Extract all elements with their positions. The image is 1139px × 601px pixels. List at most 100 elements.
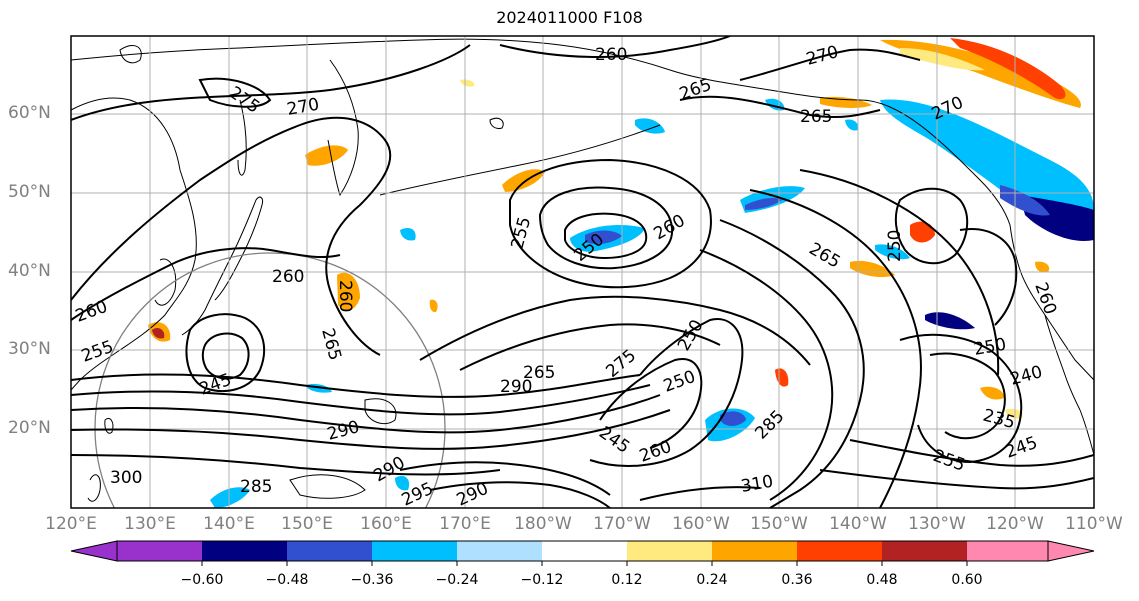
contour-south-2: [429, 481, 611, 508]
contour-cutoff-japan-inner: [201, 332, 250, 380]
colorbar-segment: [457, 541, 542, 561]
colorbar-tick-label: −0.36: [350, 572, 394, 588]
colorbar-tick-label: −0.48: [265, 572, 309, 588]
colorbar-extend-low: [70, 540, 118, 562]
colorbar-segment: [287, 541, 372, 561]
contour-south-3: [639, 486, 761, 501]
lon-label: 170°E: [439, 514, 491, 534]
lon-label: 150°W: [750, 514, 808, 534]
colorbar: [70, 540, 1095, 566]
contour-south-1: [399, 461, 611, 496]
map-panel: 260 270 275 270 265 265 255 250 260 260 …: [71, 36, 1094, 508]
shade-darkred-sw-japan: [152, 327, 165, 339]
contour-east-6: [929, 352, 1006, 440]
lon-label: 170°W: [593, 514, 651, 534]
contour-jet-2: [71, 384, 651, 416]
lat-label: 40°N: [8, 261, 51, 281]
lat-label: 30°N: [8, 339, 51, 359]
colorbar-segment: [627, 541, 712, 561]
coast-mexico: [1079, 409, 1094, 456]
contour-label: 260: [335, 280, 355, 312]
colorbar-segment: [202, 541, 287, 561]
lon-label: 160°W: [672, 514, 730, 534]
coast-sakhalin: [237, 99, 247, 176]
shade-orange-mid: [775, 368, 789, 387]
colorbar-tick-label: 0.36: [781, 572, 813, 588]
lon-label: 150°E: [281, 514, 333, 534]
lat-label: 20°N: [8, 418, 51, 438]
colorbar-segment: [967, 541, 1048, 561]
contour-265-alaska: [679, 95, 881, 119]
contour-jet-3: [71, 394, 661, 434]
contour-label: 250: [885, 230, 905, 262]
coast-alaska: [669, 69, 1011, 226]
contour-trough-1: [589, 318, 744, 467]
contour-east-2: [699, 249, 834, 501]
colorbar-tick-label: 0.12: [611, 572, 643, 588]
contour-jet-1: [71, 373, 641, 398]
coast-taiwan: [104, 417, 114, 434]
coast-baja: [1044, 314, 1081, 411]
shade-blue-south-west: [210, 487, 250, 508]
lon-label: 140°E: [203, 514, 255, 534]
shade-medblue-south: [720, 411, 746, 426]
shade-blue-small-1: [400, 228, 416, 241]
shade-orange-gulf: [820, 96, 872, 108]
coast-kamchatka: [327, 59, 359, 197]
contour-west-coast-low: [894, 187, 969, 265]
colorbar-tick-label: −0.24: [435, 572, 479, 588]
lon-label: 120°W: [986, 514, 1044, 534]
contour-260-japan: [71, 247, 341, 321]
colorbar-segment: [882, 541, 967, 561]
contour-label: 260: [595, 45, 627, 65]
lat-label: 50°N: [8, 182, 51, 202]
shade-orange-small-2: [429, 299, 438, 313]
coast-korea: [154, 258, 177, 306]
contour-east-7: [849, 439, 1094, 467]
contour-label: 285: [240, 477, 272, 497]
contour-east-1: [719, 219, 865, 508]
shade-orange-kamchatka: [305, 145, 348, 166]
contour-ne-pacific: [959, 228, 1018, 326]
lon-label: 130°E: [124, 514, 176, 534]
colorbar-segment: [117, 541, 202, 561]
contour-low-outer: [509, 158, 712, 289]
colorbar-segment: [372, 541, 457, 561]
colorbar-segment: [797, 541, 882, 561]
shade-blue-bering: [635, 118, 665, 134]
contour-260-north: [499, 36, 731, 58]
contour-cutoff-japan: [185, 313, 266, 392]
contour-270-north: [71, 44, 471, 121]
shade-orange-japan-east: [337, 272, 360, 311]
contour-label: 260: [272, 267, 304, 287]
contour-jet-4: [71, 409, 671, 450]
shade-blue-offshore: [875, 244, 910, 260]
lon-label: 110°W: [1065, 514, 1123, 534]
lon-label: 160°E: [360, 514, 412, 534]
coast-philippines: [87, 474, 101, 502]
contour-label: 265: [800, 107, 832, 127]
colorbar-segment: [542, 541, 627, 561]
colorbar-tick-label: 0.60: [951, 572, 983, 588]
colorbar-tick-label: 0.48: [866, 572, 898, 588]
colorbar-frame: [116, 540, 1049, 562]
shade-yellow-alaska: [900, 48, 985, 71]
shade-blue-small-5: [845, 119, 859, 131]
colorbar-tick-label: −0.60: [180, 572, 224, 588]
contour-label: 265: [523, 363, 555, 383]
lon-label: 180°W: [514, 514, 572, 534]
contour-low-inner: [564, 212, 648, 260]
gridlines: [71, 36, 1094, 508]
contour-east-4: [799, 169, 1000, 376]
contours-thin: [119, 45, 504, 499]
chart-title: 2024011000 F108: [496, 8, 643, 27]
shade-orange-sw: [980, 386, 1005, 400]
contour-trough-2: [599, 358, 703, 449]
coast-japan: [181, 196, 263, 336]
contour-270-alaska: [739, 48, 921, 81]
lon-label: 120°E: [45, 514, 97, 534]
shade-yellow-south-east: [1005, 408, 1023, 419]
shade-orange-offshore: [850, 260, 895, 278]
contour-low-mid: [538, 186, 674, 270]
